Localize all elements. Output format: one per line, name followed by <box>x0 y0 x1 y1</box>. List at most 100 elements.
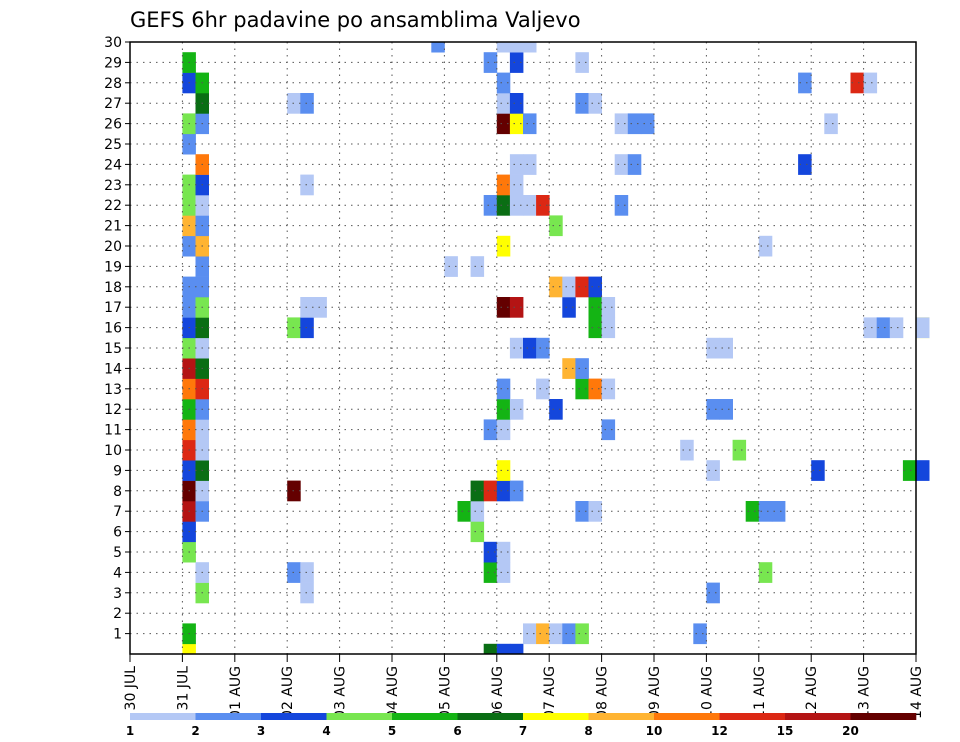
heatmap-cell <box>575 378 589 400</box>
heatmap-cell <box>496 174 511 196</box>
heatmap-cell <box>536 337 550 359</box>
heatmap-cell <box>509 52 524 73</box>
x-tick-label: 09 AUG <box>647 666 663 719</box>
heatmap-cell <box>601 317 616 339</box>
x-tick-label: 13 AUG <box>857 666 873 719</box>
heatmap-cell <box>575 93 589 114</box>
heatmap-cell <box>496 399 511 420</box>
colorbar-swatch <box>392 713 458 720</box>
colorbar-swatch <box>850 713 917 720</box>
y-tick-label: 3 <box>113 586 122 602</box>
heatmap-cell <box>575 623 589 645</box>
heatmap-cell <box>601 378 616 400</box>
colorbar-swatch <box>195 713 262 720</box>
heatmap-cell <box>798 72 812 94</box>
y-tick-label: 13 <box>104 382 122 398</box>
y-tick-label: 16 <box>104 321 122 337</box>
heatmap-cell <box>509 93 524 114</box>
heatmap-cell <box>811 460 825 481</box>
colorbar-swatch <box>654 713 720 720</box>
x-tick-label: 04 AUG <box>385 666 401 719</box>
heatmap-cell <box>509 154 524 175</box>
y-tick-label: 8 <box>113 484 122 500</box>
colorbar: 1 2 3 4 5 6 7 8 10 12 15 20 <box>126 713 917 738</box>
heatmap-cell <box>562 358 576 379</box>
heatmap-cells <box>182 42 930 655</box>
heatmap-cell <box>300 562 314 583</box>
heatmap-cell <box>313 297 327 318</box>
x-tick-label: 06 AUG <box>490 666 506 719</box>
x-tick-label: 03 AUG <box>333 666 349 719</box>
colorbar-swatch <box>261 713 327 720</box>
heatmap-cell <box>300 317 314 339</box>
heatmap-cell <box>509 337 524 359</box>
x-tick-label: 07 AUG <box>542 666 558 719</box>
heatmap-cell <box>588 93 602 114</box>
colorbar-label: 8 <box>584 724 592 738</box>
x-tick-label: 01 AUG <box>228 666 244 719</box>
colorbar-label: 3 <box>257 724 265 738</box>
heatmap-cell <box>496 235 511 257</box>
heatmap-cell <box>640 113 655 135</box>
heatmap-cell <box>496 378 511 400</box>
x-tick-label: 08 AUG <box>595 666 611 719</box>
heatmap-cell <box>601 297 616 318</box>
x-tick-label: 05 AUG <box>437 666 453 719</box>
heatmap-cell <box>798 154 812 175</box>
heatmap-cell <box>483 195 498 216</box>
colorbar-swatch <box>785 713 851 720</box>
heatmap-cell <box>575 276 589 298</box>
heatmap-cell <box>706 582 720 604</box>
heatmap-cell <box>889 317 904 339</box>
heatmap-cell <box>483 52 498 73</box>
heatmap-cell <box>588 378 602 400</box>
heatmap-cell <box>850 72 864 94</box>
heatmap-cell <box>509 113 524 135</box>
heatmap-cell <box>496 42 511 53</box>
heatmap-cell <box>483 419 498 441</box>
heatmap-cell <box>496 93 511 114</box>
heatmap-cell <box>562 276 576 298</box>
y-tick-label: 6 <box>113 525 122 541</box>
heatmap-cell <box>483 643 498 655</box>
colorbar-label: 5 <box>388 724 396 738</box>
heatmap-cell <box>496 460 511 481</box>
heatmap-cell <box>706 399 720 420</box>
heatmap-cell <box>496 541 511 563</box>
heatmap-cell <box>509 42 524 53</box>
heatmap-cell <box>916 317 930 339</box>
heatmap-cell <box>496 419 511 441</box>
colorbar-label: 12 <box>711 724 728 738</box>
heatmap-cell <box>575 52 589 73</box>
y-tick-label: 30 <box>104 35 122 51</box>
heatmap-cell <box>758 501 773 522</box>
heatmap-cell <box>824 113 838 135</box>
y-tick-label: 19 <box>104 259 122 275</box>
heatmap-cell <box>549 623 563 645</box>
heatmap-cell <box>509 297 524 318</box>
y-tick-label: 26 <box>104 117 122 133</box>
x-tick-label: 31 JUL <box>175 666 191 711</box>
x-tick-label: 11 AUG <box>752 666 768 719</box>
colorbar-label: 4 <box>322 724 330 738</box>
heatmap-cell <box>614 195 629 216</box>
y-tick-label: 12 <box>104 402 122 418</box>
heatmap-cell <box>588 317 602 339</box>
heatmap-cell <box>496 297 511 318</box>
heatmap-cell <box>575 358 589 379</box>
y-tick-label: 7 <box>113 504 122 520</box>
heatmap-cell <box>562 623 576 645</box>
colorbar-label: 6 <box>453 724 461 738</box>
heatmap-cell <box>300 297 314 318</box>
y-tick-label: 18 <box>104 280 122 296</box>
heatmap-cell <box>732 439 747 461</box>
heatmap-cell <box>470 521 485 543</box>
heatmap-cell <box>745 501 760 522</box>
x-tick-label: 30 JUL <box>123 666 139 711</box>
x-tick-label: 12 AUG <box>804 666 820 719</box>
y-tick-label: 21 <box>104 219 122 235</box>
heatmap-cell <box>680 439 694 461</box>
heatmap-cell <box>300 93 314 114</box>
heatmap-cell <box>601 419 616 441</box>
